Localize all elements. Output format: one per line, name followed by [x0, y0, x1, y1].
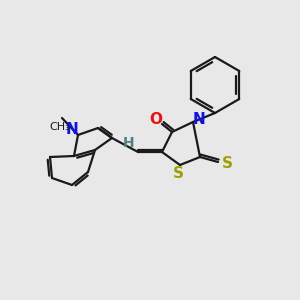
Text: N: N: [193, 112, 206, 127]
Text: CH₃: CH₃: [50, 122, 70, 132]
Text: S: S: [172, 167, 184, 182]
Text: O: O: [149, 112, 163, 127]
Text: S: S: [221, 157, 233, 172]
Text: N: N: [66, 122, 78, 137]
Text: H: H: [123, 136, 135, 150]
